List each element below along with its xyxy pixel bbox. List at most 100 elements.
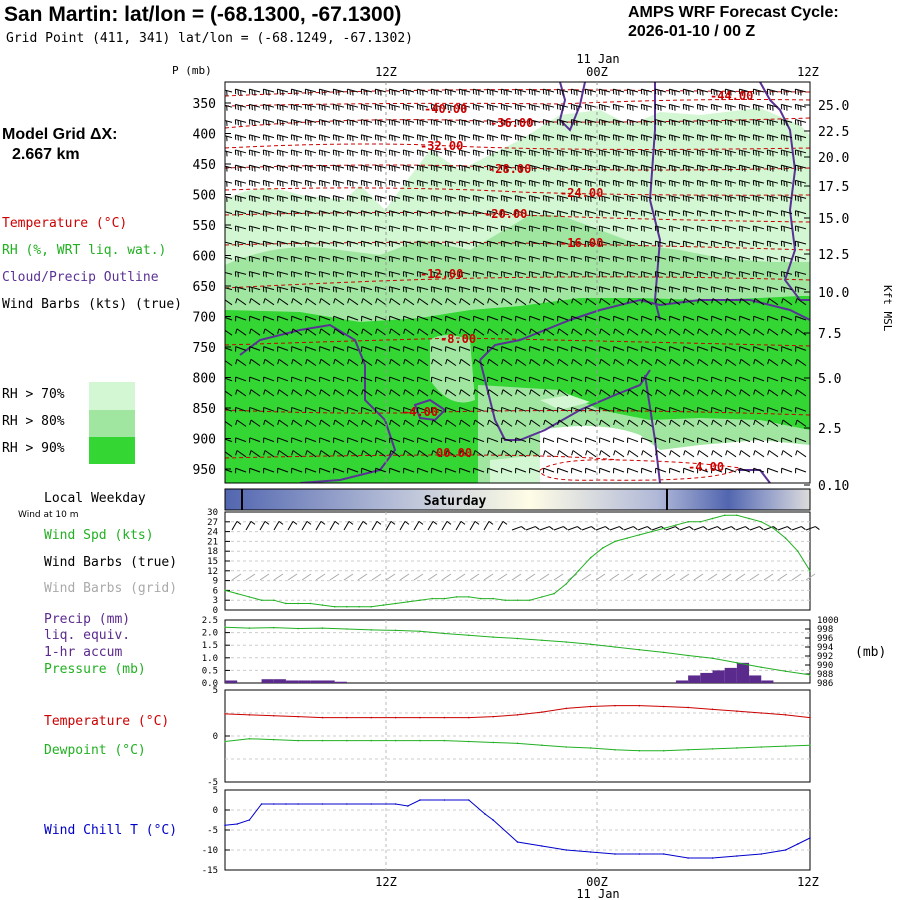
barb-staff xyxy=(235,315,247,321)
barb-staff xyxy=(225,377,233,382)
barb-staff xyxy=(600,328,611,336)
barb-staff xyxy=(754,419,765,427)
wind-barb xyxy=(682,149,695,157)
wind-barb xyxy=(669,450,681,458)
wind-barb xyxy=(487,419,499,427)
wind-barb xyxy=(627,437,639,443)
wind-barb xyxy=(542,179,555,187)
barb-flag xyxy=(249,328,252,334)
wind-barb xyxy=(487,328,499,336)
barb-flag xyxy=(529,419,532,426)
barb-staff xyxy=(641,255,653,260)
surface-wind-barb xyxy=(665,526,680,531)
barb-staff xyxy=(711,210,723,215)
grid-wind-barb xyxy=(343,573,354,581)
grid-wind-barb xyxy=(511,573,522,581)
barb-staff xyxy=(361,376,373,382)
wind-barb xyxy=(613,467,625,474)
precip-bar xyxy=(761,680,774,683)
wind-barb xyxy=(570,119,583,126)
barb-staff xyxy=(651,526,662,531)
wind-barb xyxy=(473,346,485,352)
wind-barb xyxy=(570,88,583,96)
barb-staff xyxy=(557,467,569,473)
wind-barb xyxy=(262,195,275,202)
wind-barb xyxy=(444,134,457,142)
pressure-point xyxy=(589,643,592,646)
barb-flag xyxy=(249,359,252,365)
wind-barb xyxy=(542,134,555,142)
barb-staff xyxy=(711,240,723,245)
barb-staff xyxy=(725,346,737,351)
barb-staff xyxy=(529,286,541,291)
barb-staff xyxy=(446,419,457,427)
barb-flag xyxy=(277,359,280,365)
barb-flag xyxy=(641,298,644,304)
barb-staff xyxy=(683,210,695,215)
barb-staff xyxy=(287,573,298,581)
barb-staff xyxy=(225,316,233,321)
grid-wind-barb xyxy=(399,573,410,581)
wind-barb xyxy=(388,240,401,247)
barb-staff xyxy=(418,298,429,306)
barb-staff xyxy=(739,467,751,473)
barb-staff xyxy=(231,573,242,581)
barb-staff xyxy=(726,450,737,458)
wind-barb xyxy=(277,315,289,322)
barb-staff xyxy=(739,315,751,321)
top-time-label: 12Z xyxy=(375,65,397,79)
barb-flag xyxy=(278,520,284,525)
wind-barb xyxy=(682,210,695,217)
barb-staff xyxy=(236,450,247,458)
wind-chill-point xyxy=(297,803,299,805)
barb-flag xyxy=(725,450,728,456)
wind-barb xyxy=(444,195,457,202)
pressure-tick-label: 650 xyxy=(193,280,216,295)
wind-barb xyxy=(640,271,653,278)
wind-barb xyxy=(697,346,709,352)
wind-barb xyxy=(724,164,737,172)
grid-wind-barb xyxy=(483,573,494,581)
barb-staff xyxy=(669,437,681,443)
barb-staff xyxy=(235,225,247,230)
wind-barb xyxy=(739,346,751,352)
barb-flag xyxy=(795,359,798,365)
wind-barb xyxy=(347,376,359,383)
grid-wind-barb xyxy=(749,573,760,581)
barb-staff xyxy=(712,358,723,367)
wind-barb xyxy=(599,298,611,306)
barb-staff xyxy=(231,521,238,531)
barb-staff xyxy=(417,271,429,275)
barb-staff xyxy=(474,389,485,397)
dewpoint-point xyxy=(687,749,689,751)
wind-barb xyxy=(430,195,443,202)
wind-speed-point xyxy=(748,517,750,520)
wind-barb xyxy=(375,419,387,427)
barb-flag xyxy=(641,328,644,334)
wind-barb xyxy=(794,103,807,111)
barb-staff xyxy=(795,240,807,245)
barb-staff xyxy=(739,240,751,245)
barb-staff xyxy=(614,328,625,336)
surface-wind-barb xyxy=(259,520,270,531)
barb-flag xyxy=(222,390,223,395)
wind-barb xyxy=(416,119,429,126)
barb-staff xyxy=(306,450,317,458)
barb-staff xyxy=(319,103,331,108)
barb-staff xyxy=(557,286,569,291)
barb-staff xyxy=(697,271,709,275)
surface-wind-barb xyxy=(805,526,820,531)
barb-staff xyxy=(403,271,415,275)
barb-flag xyxy=(460,520,466,525)
wind-barb xyxy=(305,389,317,397)
wind-barb xyxy=(291,376,303,383)
dewpoint-point xyxy=(467,740,470,743)
wind-barb xyxy=(696,103,709,111)
top-time-label: 00Z xyxy=(586,65,608,79)
wind-speed-point xyxy=(382,604,385,606)
barb-staff xyxy=(711,255,723,260)
barb-staff xyxy=(315,521,322,531)
barb-staff xyxy=(558,450,569,458)
cross-section-frame xyxy=(224,81,811,484)
wind-barb xyxy=(403,419,415,427)
